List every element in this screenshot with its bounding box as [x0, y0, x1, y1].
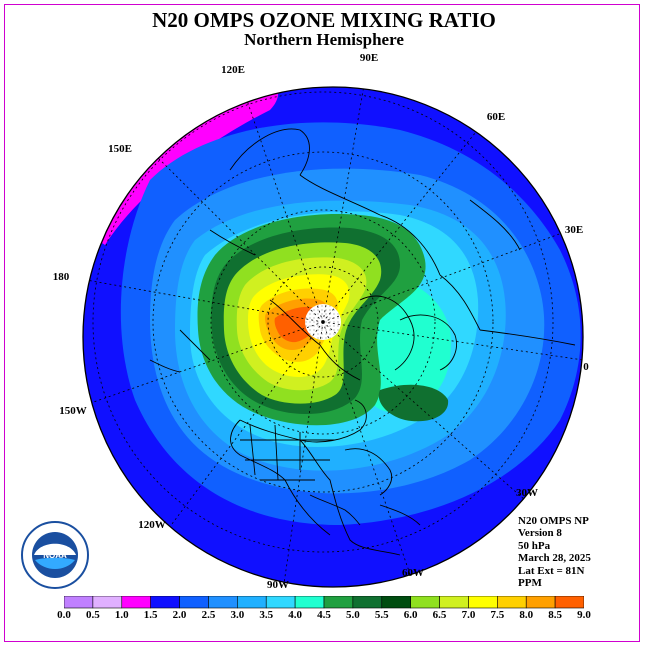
colorbar-tick-label: 1.0	[114, 609, 129, 621]
colorbar-swatch	[525, 596, 556, 609]
ozone-band-5-0-east	[378, 384, 449, 422]
lon-label-60w: 60W	[402, 567, 424, 579]
colorbar-tick-label: 8.5	[548, 609, 562, 621]
colorbar-swatch	[323, 596, 354, 609]
info-instrument: N20 OMPS NP	[518, 515, 589, 527]
lon-label-0: 0	[583, 361, 589, 373]
colorbar-tick-label: 8.0	[519, 609, 534, 621]
colorbar-swatch	[497, 596, 527, 609]
colorbar-swatch	[294, 596, 325, 609]
colorbar-tick-label: 5.5	[374, 609, 389, 621]
map-title: N20 OMPS OZONE MIXING RATIO	[152, 8, 496, 32]
lon-label-90e: 90E	[360, 52, 378, 64]
colorbar-tick-label: 5.0	[346, 609, 360, 621]
colorbar-tick-label: 4.0	[288, 609, 302, 621]
lon-label-60e: 60E	[487, 111, 505, 123]
colorbar-swatch	[179, 596, 209, 609]
colorbar-swatch	[381, 596, 411, 609]
lon-label-150w: 150W	[59, 405, 87, 417]
colorbar-tick-label: 1.5	[143, 609, 158, 621]
longitude-labels: 90E 60E 30E 0 30W 60W 90W 120W 150W 180 …	[53, 52, 590, 591]
product-info: N20 OMPS NP Version 8 50 hPa March 28, 2…	[518, 515, 591, 589]
colorbar-tick-label: 6.0	[403, 609, 418, 621]
lon-label-30e: 30E	[565, 224, 583, 236]
colorbar-tick-label: 3.0	[230, 609, 245, 621]
graticule	[83, 87, 583, 587]
colorbar-swatch	[92, 596, 123, 609]
map-boundary	[82, 86, 584, 588]
info-date: March 28, 2025	[518, 552, 591, 565]
colorbar-tick-label: 4.5	[317, 609, 331, 621]
info-level: 50 hPa	[518, 539, 551, 552]
lon-label-30w: 30W	[516, 487, 538, 499]
colorbar-swatch	[121, 596, 151, 609]
info-version: Version 8	[518, 527, 562, 540]
colorbar-swatch	[439, 596, 469, 609]
colorbar-tick-label: 7.5	[490, 609, 505, 621]
ozone-field	[83, 87, 583, 587]
colorbar-tick-label: 0.0	[57, 609, 71, 621]
coastlines	[149, 128, 576, 556]
lon-label-90w: 90W	[267, 579, 289, 591]
colorbar-tick-label: 0.5	[86, 609, 100, 621]
colorbar-swatch	[410, 596, 440, 609]
lon-label-180: 180	[53, 271, 70, 283]
colorbar-swatch	[208, 596, 238, 609]
info-units: PPM	[518, 577, 542, 590]
colorbar-swatch	[468, 596, 498, 609]
map-subtitle: Northern Hemisphere	[244, 30, 404, 49]
colorbar-tick-label: 2.5	[201, 609, 216, 621]
lon-label-120e: 120E	[221, 64, 245, 76]
logo-text: NOAA	[43, 551, 67, 560]
colorbar-tick-label: 2.0	[172, 609, 187, 621]
colorbar	[64, 596, 584, 609]
lon-label-150e: 150E	[108, 143, 132, 155]
colorbar-swatch	[554, 596, 584, 609]
colorbar-tick-label: 6.5	[432, 609, 447, 621]
colorbar-tick-label: 3.5	[259, 609, 274, 621]
colorbar-swatch	[265, 596, 296, 609]
colorbar-tick-label: 7.0	[461, 609, 476, 621]
figure-border	[4, 4, 640, 642]
colorbar-tick-label: 9.0	[577, 609, 591, 621]
noaa-logo: NOAA	[21, 521, 89, 589]
colorbar-swatch	[64, 596, 94, 609]
colorbar-swatch	[237, 596, 267, 609]
info-lat-ext: Lat Ext = 81N	[518, 564, 585, 577]
lon-label-120w: 120W	[138, 519, 166, 531]
colorbar-swatch	[352, 596, 383, 609]
colorbar-swatch	[150, 596, 180, 609]
